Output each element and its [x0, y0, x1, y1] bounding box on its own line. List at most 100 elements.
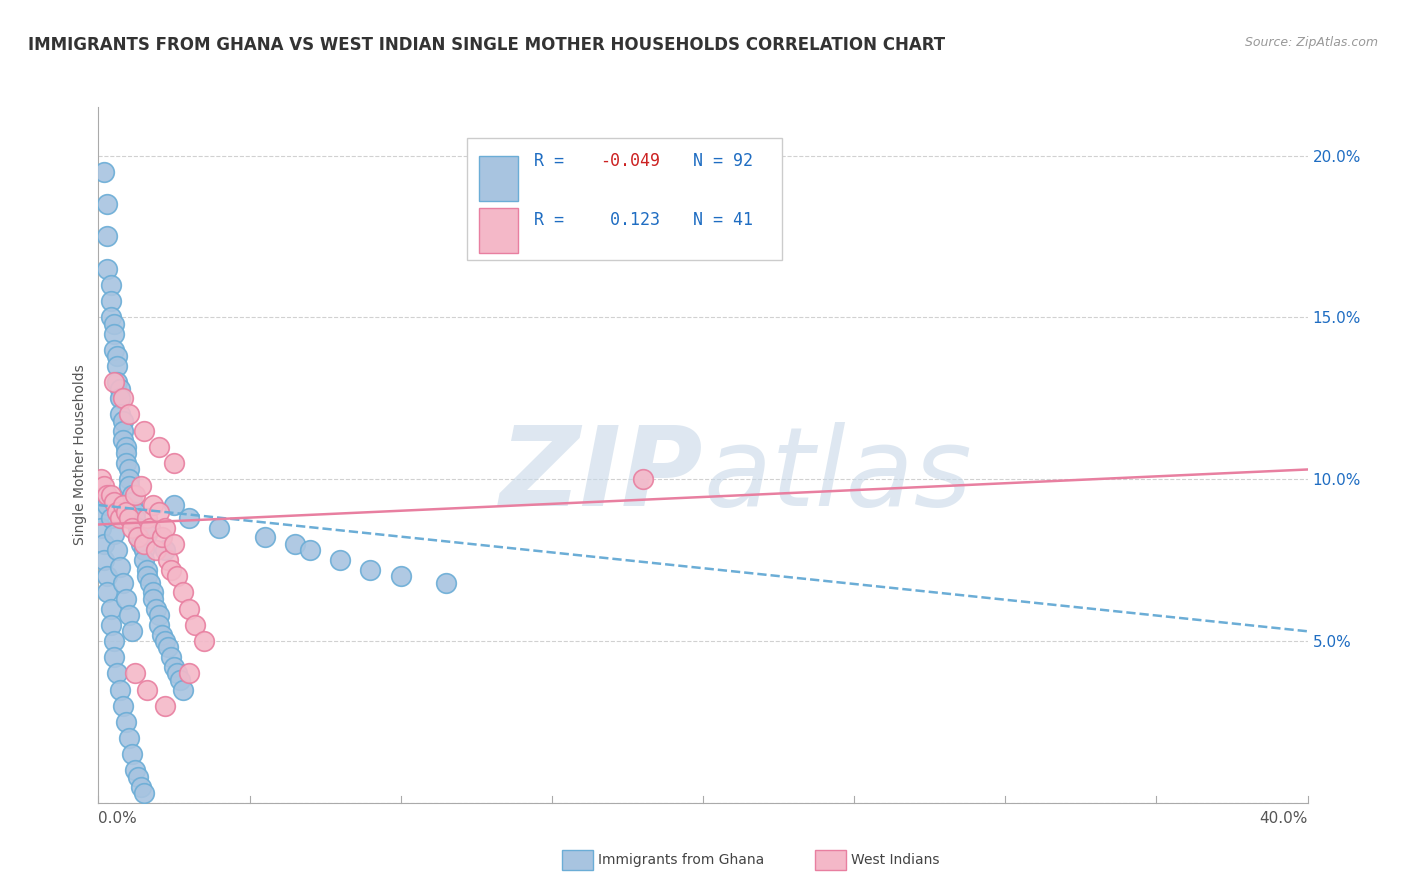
Point — [114, 456, 136, 470]
Point — [108, 408, 131, 422]
Point — [253, 531, 276, 545]
Point — [163, 456, 186, 470]
Point — [163, 537, 186, 551]
Point — [96, 488, 118, 502]
Point — [153, 698, 176, 713]
Point — [111, 414, 134, 428]
Point — [121, 495, 143, 509]
Point — [118, 472, 141, 486]
Point — [114, 440, 136, 454]
Point — [135, 682, 157, 697]
Point — [139, 521, 162, 535]
Point — [145, 601, 167, 615]
Point — [148, 440, 170, 454]
Point — [100, 310, 122, 325]
Point — [148, 617, 170, 632]
Text: atlas: atlas — [703, 422, 972, 529]
Point — [148, 504, 170, 518]
Text: Immigrants from Ghana: Immigrants from Ghana — [598, 853, 763, 867]
Point — [96, 229, 118, 244]
Text: ZIP: ZIP — [499, 422, 703, 529]
Text: -0.049: -0.049 — [600, 153, 661, 170]
Point — [166, 569, 188, 583]
Point — [150, 531, 173, 545]
Point — [118, 731, 141, 745]
Point — [172, 682, 194, 697]
Point — [124, 511, 146, 525]
Point — [389, 569, 412, 583]
Point — [96, 261, 118, 276]
FancyBboxPatch shape — [479, 208, 517, 253]
Point — [163, 498, 186, 512]
Point — [132, 543, 155, 558]
Text: 0.123: 0.123 — [600, 211, 661, 229]
Point — [129, 478, 152, 492]
Point — [156, 553, 179, 567]
Point — [105, 359, 128, 373]
Point — [127, 770, 149, 784]
Point — [135, 563, 157, 577]
Point — [111, 434, 134, 448]
Point — [108, 682, 131, 697]
Point — [93, 478, 115, 492]
Point — [193, 634, 215, 648]
Point — [111, 698, 134, 713]
Point — [103, 343, 125, 357]
Point — [108, 382, 131, 396]
Point — [111, 424, 134, 438]
Text: Source: ZipAtlas.com: Source: ZipAtlas.com — [1244, 36, 1378, 49]
Point — [105, 504, 128, 518]
Text: IMMIGRANTS FROM GHANA VS WEST INDIAN SINGLE MOTHER HOUSEHOLDS CORRELATION CHART: IMMIGRANTS FROM GHANA VS WEST INDIAN SIN… — [28, 36, 945, 54]
Point — [100, 617, 122, 632]
Point — [132, 537, 155, 551]
Point — [121, 747, 143, 762]
Point — [139, 575, 162, 590]
Text: R =: R = — [534, 211, 574, 229]
Point — [329, 553, 352, 567]
Point — [121, 624, 143, 639]
Text: N = 92: N = 92 — [672, 153, 752, 170]
Point — [103, 634, 125, 648]
Point — [90, 521, 112, 535]
Point — [121, 488, 143, 502]
Text: R =: R = — [534, 153, 574, 170]
Point — [179, 511, 201, 525]
Text: N = 41: N = 41 — [672, 211, 752, 229]
Point — [111, 392, 134, 406]
Point — [100, 511, 122, 525]
Point — [172, 585, 194, 599]
Point — [179, 666, 201, 681]
Point — [631, 472, 654, 486]
Y-axis label: Single Mother Households: Single Mother Households — [73, 365, 87, 545]
Point — [114, 591, 136, 606]
Point — [96, 498, 118, 512]
Point — [108, 511, 131, 525]
Point — [150, 627, 173, 641]
Point — [129, 780, 152, 794]
Point — [118, 608, 141, 623]
Point — [93, 553, 115, 567]
Point — [103, 527, 125, 541]
Point — [93, 165, 115, 179]
Point — [135, 527, 157, 541]
Point — [127, 531, 149, 545]
Point — [124, 764, 146, 778]
Point — [148, 608, 170, 623]
Point — [90, 504, 112, 518]
Point — [105, 543, 128, 558]
Text: West Indians: West Indians — [851, 853, 939, 867]
Text: 40.0%: 40.0% — [1260, 811, 1308, 826]
Point — [103, 375, 125, 389]
Point — [114, 504, 136, 518]
Point — [93, 537, 115, 551]
Point — [153, 543, 176, 558]
Point — [132, 786, 155, 800]
Point — [284, 537, 307, 551]
Point — [108, 392, 131, 406]
Text: 0.0%: 0.0% — [98, 811, 138, 826]
Point — [105, 375, 128, 389]
Point — [156, 640, 179, 655]
FancyBboxPatch shape — [479, 156, 517, 201]
Point — [434, 575, 457, 590]
Point — [124, 666, 146, 681]
